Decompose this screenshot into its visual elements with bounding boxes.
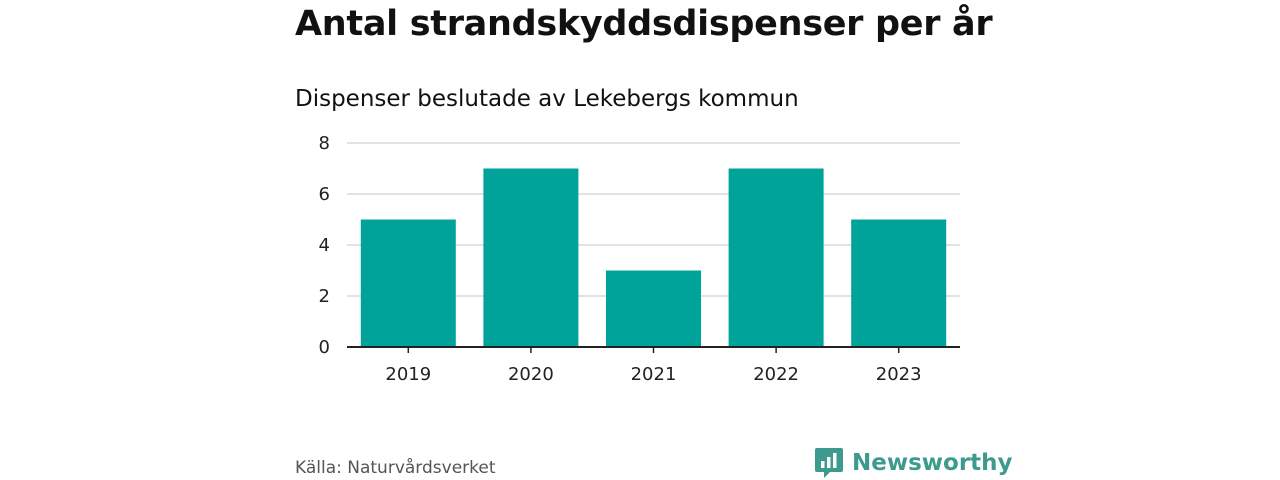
bar-2020 (483, 168, 579, 347)
x-tick-label: 2023 (876, 364, 922, 385)
brand-logo: Newsworthy (814, 446, 1013, 480)
bars (360, 168, 947, 347)
bar-2019 (360, 219, 456, 347)
y-tick-label: 0 (319, 337, 330, 358)
chart-subtitle: Dispenser beslutade av Lekebergs kommun (295, 86, 799, 112)
axes: 0 2 4 6 8 2019 2020 2021 2022 2023 (319, 133, 960, 385)
y-tick-label: 6 (319, 184, 330, 205)
source-note: Källa: Naturvårdsverket (295, 458, 496, 478)
bar-2023 (851, 219, 947, 347)
bar-2021 (606, 270, 701, 347)
y-tick-label: 2 (319, 286, 330, 307)
x-tick-label: 2020 (508, 364, 554, 385)
brand-name: Newsworthy (852, 450, 1013, 476)
chart-title: Antal strandskyddsdispenser per år (295, 4, 993, 44)
bar-2022 (728, 168, 824, 347)
newsworthy-logo-icon (815, 448, 843, 478)
y-tick-label: 4 (319, 235, 330, 256)
x-tick-label: 2022 (753, 364, 799, 385)
x-tick-label: 2019 (385, 364, 431, 385)
y-tick-label: 8 (319, 133, 330, 154)
x-tick-label: 2021 (631, 364, 677, 385)
